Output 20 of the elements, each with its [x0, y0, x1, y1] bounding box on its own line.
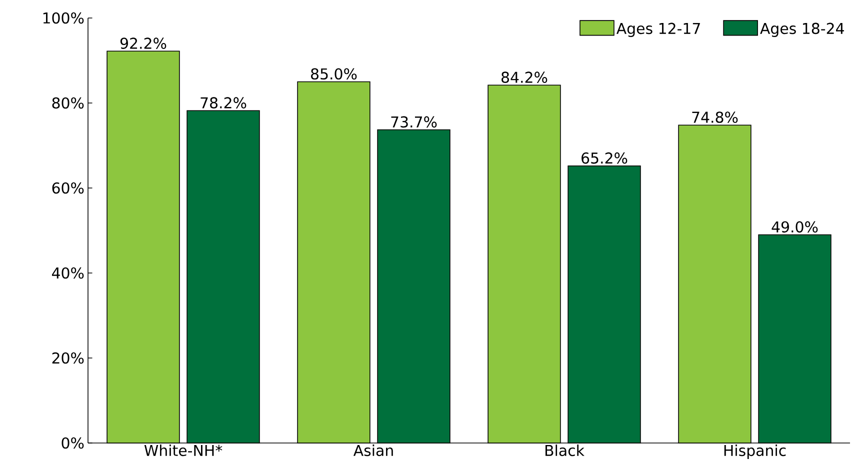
- data-label: 49.0%: [772, 221, 818, 233]
- y-tick-label: 20%: [52, 352, 84, 364]
- data-label: 84.2%: [502, 72, 548, 83]
- data-label: 92.2%: [120, 38, 166, 49]
- data-label: 74.8%: [692, 112, 738, 123]
- x-tick-label: Black: [546, 444, 584, 456]
- legend-label: Ages 12-17: [616, 22, 700, 37]
- x-tick-label: White-NH*: [144, 444, 222, 456]
- y-tick-label: 80%: [52, 97, 84, 109]
- y-tick-label: 100%: [43, 12, 84, 24]
- data-label: 78.2%: [200, 97, 246, 108]
- legend-label: Ages 18-24: [760, 22, 844, 37]
- x-tick-label: Asian: [353, 444, 393, 456]
- y-tick-label: 60%: [52, 182, 84, 194]
- data-label: 73.7%: [391, 116, 437, 128]
- y-tick-label: 40%: [52, 267, 84, 279]
- x-tick-label: Hispanic: [724, 444, 786, 459]
- data-label: 65.2%: [582, 152, 628, 164]
- y-tick-label: 0%: [62, 437, 84, 449]
- data-label: 85.0%: [311, 68, 357, 80]
